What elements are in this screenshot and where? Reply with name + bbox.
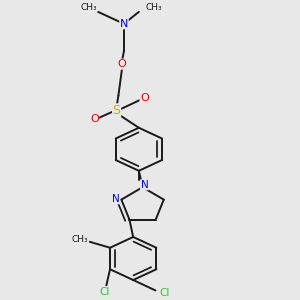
Text: N: N bbox=[112, 194, 120, 204]
Text: O: O bbox=[118, 59, 127, 69]
Text: Cl: Cl bbox=[160, 289, 170, 298]
Text: Cl: Cl bbox=[99, 287, 110, 297]
Text: S: S bbox=[112, 104, 121, 117]
Text: O: O bbox=[90, 114, 99, 124]
Text: CH₃: CH₃ bbox=[146, 3, 162, 12]
Text: CH₃: CH₃ bbox=[80, 3, 97, 12]
Text: N: N bbox=[141, 180, 148, 190]
Text: CH₃: CH₃ bbox=[72, 235, 88, 244]
Text: N: N bbox=[120, 19, 128, 29]
Text: O: O bbox=[140, 94, 149, 103]
